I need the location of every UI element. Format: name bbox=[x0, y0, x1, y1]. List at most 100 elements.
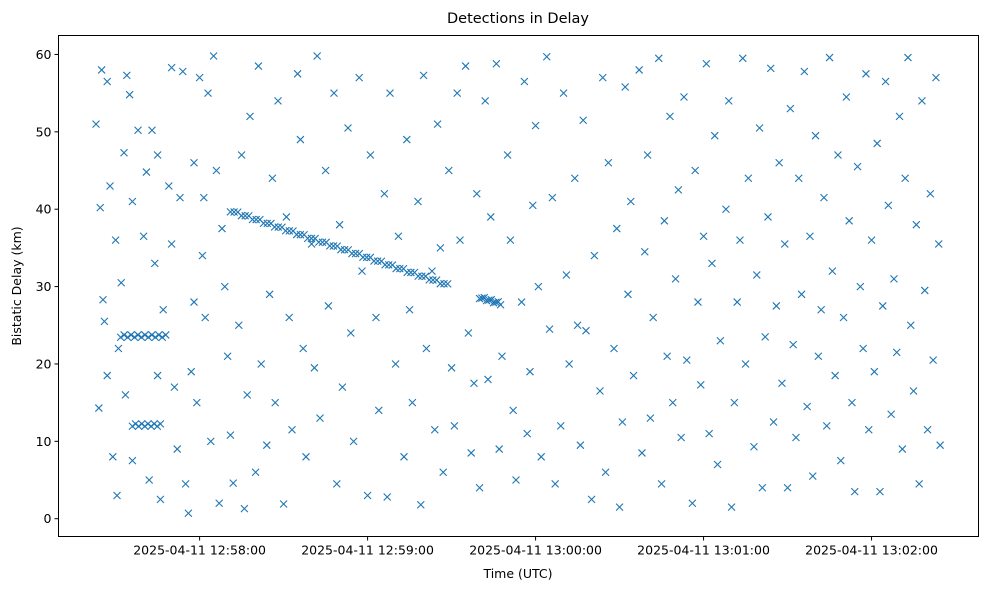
data-point bbox=[151, 333, 160, 342]
data-point bbox=[380, 189, 389, 198]
data-point bbox=[485, 296, 493, 305]
data-point bbox=[528, 201, 537, 210]
data-point bbox=[803, 402, 812, 411]
data-point bbox=[705, 429, 714, 438]
data-point bbox=[113, 491, 121, 500]
data-point bbox=[130, 333, 139, 342]
y-axis-label: Bistatic Delay (km) bbox=[9, 226, 24, 345]
data-point bbox=[381, 260, 389, 269]
data-point bbox=[137, 333, 146, 342]
data-point bbox=[402, 135, 411, 144]
data-point bbox=[370, 257, 378, 265]
data-point bbox=[422, 344, 431, 353]
data-point bbox=[898, 445, 907, 453]
x-tick-label: 2025-04-11 13:00:00 bbox=[469, 543, 602, 558]
data-point bbox=[523, 429, 532, 438]
data-point bbox=[475, 294, 484, 303]
data-point bbox=[817, 305, 826, 314]
data-point bbox=[612, 224, 621, 233]
data-point bbox=[406, 268, 415, 277]
data-point bbox=[654, 54, 663, 63]
data-point bbox=[92, 120, 100, 128]
data-point bbox=[450, 421, 459, 430]
data-point bbox=[713, 460, 722, 469]
data-point bbox=[834, 151, 842, 159]
x-tick-label: 2025-04-11 12:58:00 bbox=[133, 543, 266, 558]
data-point bbox=[263, 219, 272, 228]
data-point bbox=[467, 449, 476, 457]
data-point bbox=[285, 227, 294, 235]
data-point bbox=[520, 77, 529, 86]
data-point bbox=[237, 151, 246, 159]
data-point bbox=[912, 220, 921, 229]
x-tick-label: 2025-04-11 13:01:00 bbox=[637, 543, 770, 558]
data-point bbox=[103, 371, 112, 380]
data-point bbox=[127, 331, 135, 339]
data-point bbox=[890, 274, 898, 283]
x-tick-label: 2025-04-11 13:02:00 bbox=[805, 543, 938, 558]
data-point bbox=[884, 201, 893, 210]
data-point bbox=[716, 336, 725, 345]
data-point bbox=[363, 491, 372, 500]
data-point bbox=[624, 290, 632, 299]
y-axis: 0 10 20 30 40 50 60 bbox=[36, 47, 59, 526]
data-point bbox=[134, 126, 142, 135]
data-point bbox=[691, 166, 700, 175]
data-point bbox=[587, 495, 596, 504]
data-point bbox=[108, 452, 117, 461]
data-point bbox=[778, 379, 786, 388]
data-point bbox=[346, 329, 355, 337]
data-point bbox=[447, 363, 456, 372]
data-point bbox=[443, 279, 452, 288]
data-point bbox=[496, 300, 505, 309]
plot-frame bbox=[58, 35, 979, 537]
data-point bbox=[99, 295, 107, 304]
data-point bbox=[316, 414, 324, 423]
data-point bbox=[486, 213, 495, 221]
data-point bbox=[285, 313, 294, 322]
data-point bbox=[251, 468, 260, 477]
data-point bbox=[478, 294, 486, 302]
data-point bbox=[145, 476, 154, 484]
data-point bbox=[806, 232, 814, 241]
data-point bbox=[428, 267, 436, 275]
data-point bbox=[904, 53, 912, 62]
data-point bbox=[786, 104, 795, 113]
data-point bbox=[509, 406, 518, 415]
data-point bbox=[355, 73, 364, 82]
data-point bbox=[822, 421, 831, 430]
data-point bbox=[618, 418, 627, 426]
data-point bbox=[190, 158, 198, 167]
y-tick-label: 20 bbox=[36, 356, 52, 371]
data-point bbox=[111, 236, 120, 245]
data-point bbox=[537, 452, 546, 461]
data-point bbox=[340, 245, 349, 254]
data-point bbox=[374, 406, 383, 415]
data-point bbox=[766, 64, 775, 73]
data-point bbox=[123, 333, 132, 342]
data-point bbox=[120, 148, 128, 157]
data-point bbox=[154, 331, 163, 339]
data-point bbox=[674, 185, 683, 194]
data-point bbox=[820, 193, 828, 202]
data-point bbox=[808, 472, 817, 481]
data-point bbox=[671, 274, 680, 283]
data-point bbox=[94, 404, 103, 412]
data-point bbox=[733, 298, 742, 306]
data-point bbox=[722, 205, 730, 214]
data-point bbox=[167, 240, 176, 248]
data-point bbox=[506, 236, 515, 245]
data-point bbox=[918, 96, 926, 105]
data-point bbox=[794, 174, 803, 183]
data-point bbox=[106, 182, 114, 190]
data-point bbox=[248, 215, 257, 224]
data-point bbox=[274, 96, 282, 105]
data-point bbox=[336, 245, 345, 254]
data-point bbox=[864, 425, 873, 434]
data-point bbox=[702, 59, 711, 68]
data-point bbox=[453, 89, 462, 98]
data-point bbox=[181, 479, 190, 488]
data-point bbox=[395, 264, 404, 273]
data-point bbox=[440, 279, 448, 288]
data-point bbox=[761, 332, 770, 341]
